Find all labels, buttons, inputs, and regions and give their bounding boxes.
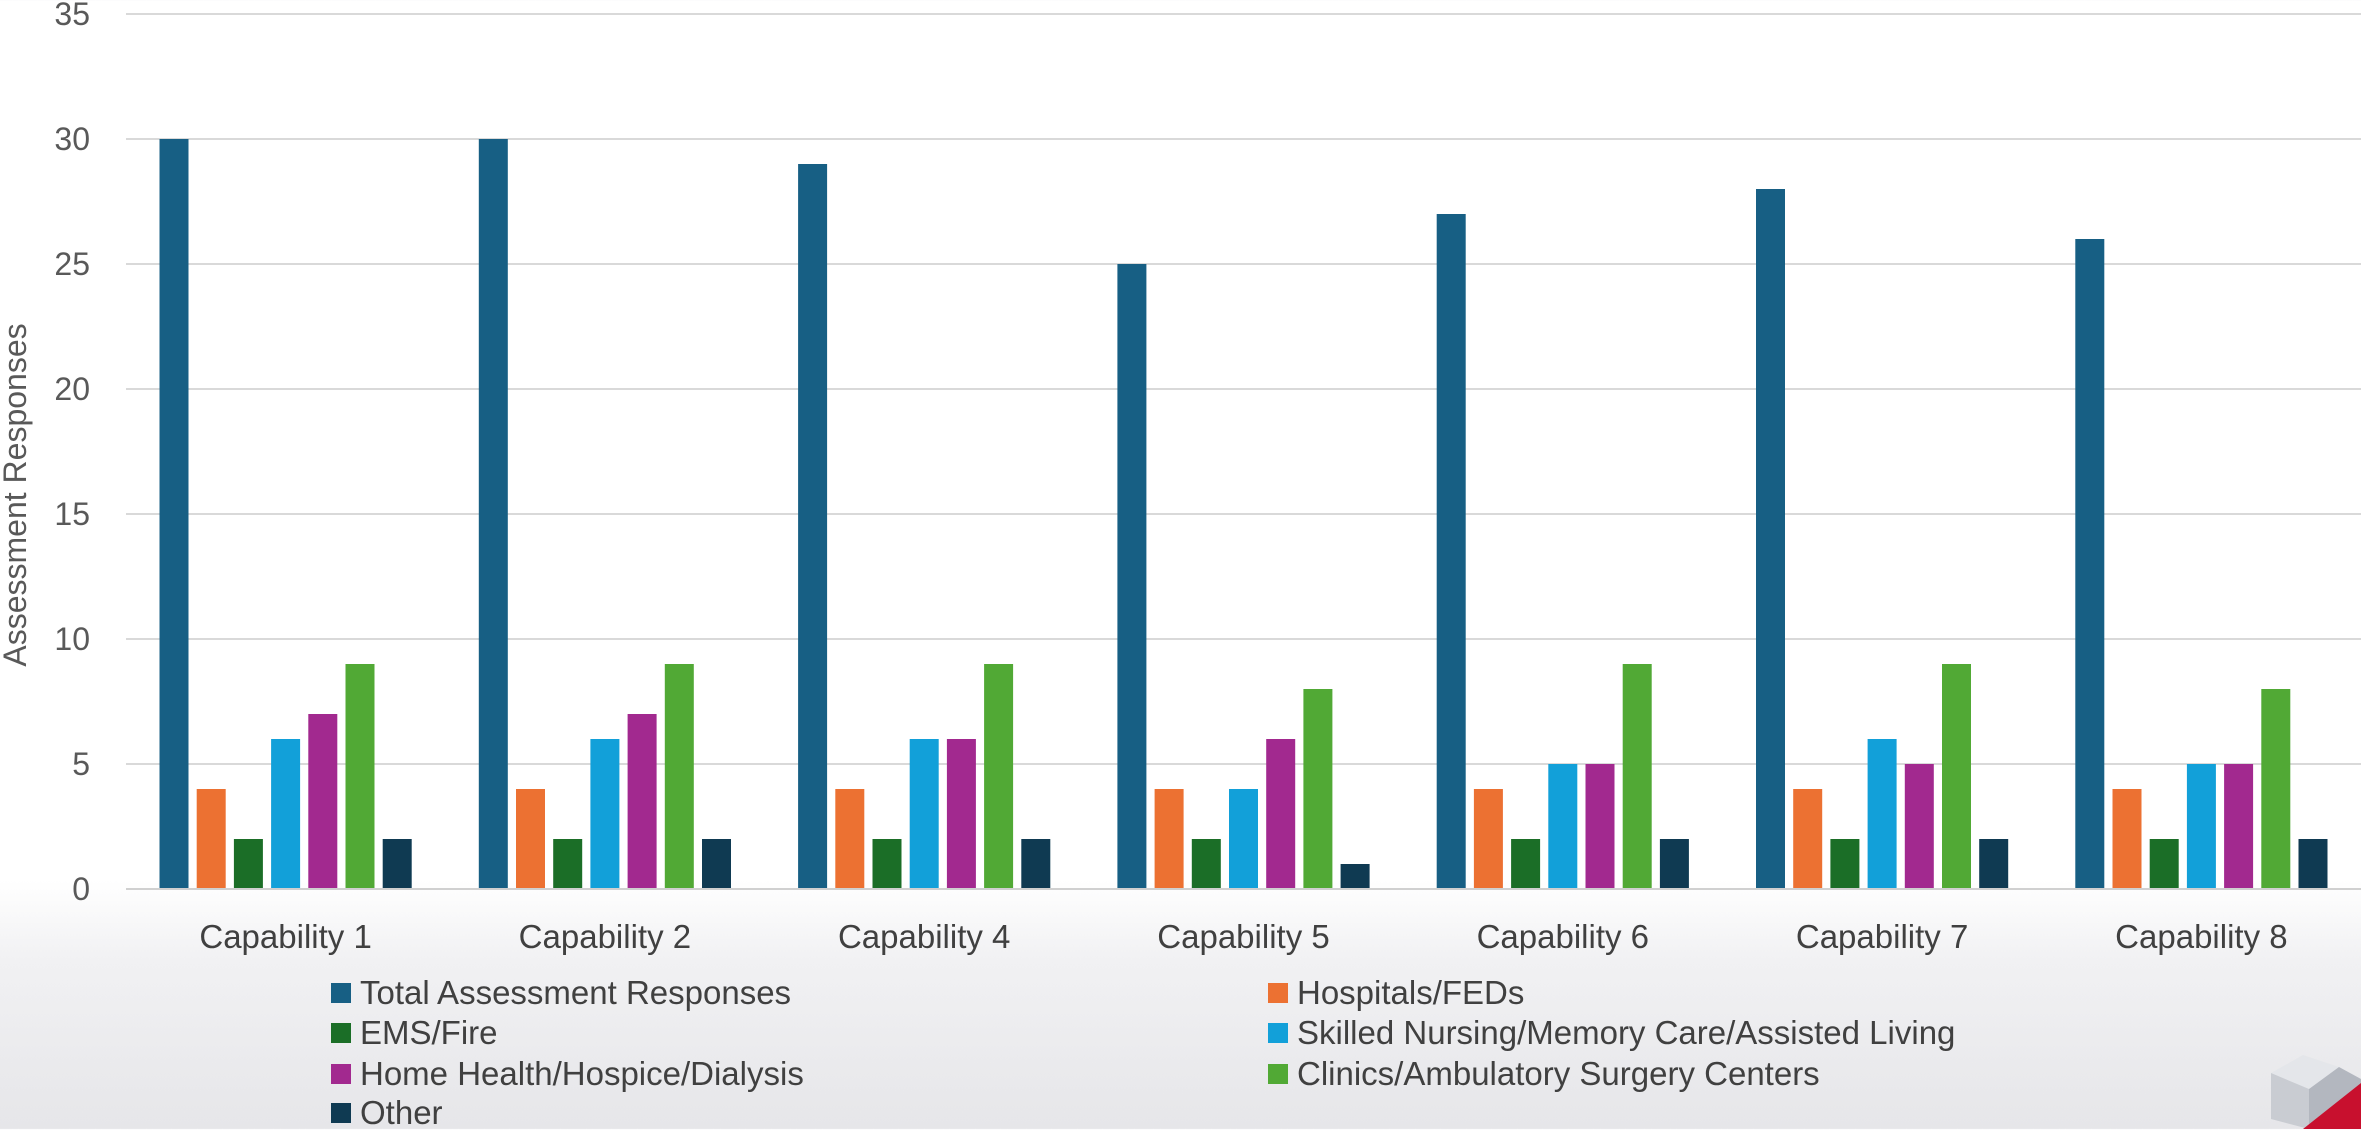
bar bbox=[196, 789, 226, 889]
bar bbox=[1867, 739, 1897, 889]
bar bbox=[2298, 839, 2328, 889]
gridlines bbox=[126, 13, 2361, 765]
y-tick-label: 10 bbox=[54, 621, 90, 657]
x-axis-categories: Capability 1 Capability 2 Capability 4 Capa… bbox=[199, 918, 2287, 955]
bar bbox=[1021, 839, 1051, 889]
bar bbox=[2075, 239, 2105, 889]
bar bbox=[1303, 689, 1333, 889]
bar bbox=[233, 839, 263, 889]
bar bbox=[1942, 664, 1971, 889]
bar bbox=[271, 739, 301, 889]
bar bbox=[1979, 839, 2009, 889]
bar bbox=[872, 839, 902, 889]
x-category-label: Capability 1 bbox=[199, 918, 371, 955]
bar bbox=[1622, 664, 1652, 889]
bar bbox=[798, 164, 828, 889]
bar bbox=[835, 789, 865, 889]
bar bbox=[946, 739, 976, 889]
y-tick-label: 35 bbox=[54, 0, 90, 32]
bar bbox=[590, 739, 620, 889]
y-tick-label: 25 bbox=[54, 246, 90, 282]
bar bbox=[2261, 689, 2291, 889]
bar bbox=[553, 839, 583, 889]
y-axis-ticks: 0 5 10 15 20 25 30 35 bbox=[54, 0, 90, 907]
bar bbox=[702, 839, 731, 889]
x-category-label: Capability 6 bbox=[1477, 918, 1649, 955]
bar bbox=[1436, 214, 1466, 889]
y-tick-label: 5 bbox=[72, 746, 90, 782]
y-axis-label: Assessment Responses bbox=[0, 323, 33, 666]
bar bbox=[478, 139, 508, 889]
bar bbox=[664, 664, 694, 889]
bar bbox=[1793, 789, 1823, 889]
x-category-label: Capability 5 bbox=[1157, 918, 1329, 955]
bar bbox=[345, 664, 375, 889]
bar bbox=[2186, 764, 2216, 889]
bar bbox=[1585, 764, 1615, 889]
y-tick-label: 20 bbox=[54, 371, 90, 407]
bar bbox=[1830, 839, 1860, 889]
bar bbox=[2149, 839, 2179, 889]
bar bbox=[1117, 264, 1147, 889]
y-tick-label: 15 bbox=[54, 496, 90, 532]
x-category-label: Capability 4 bbox=[838, 918, 1010, 955]
y-tick-label: 0 bbox=[72, 871, 90, 907]
bar bbox=[1756, 189, 1785, 889]
bar bbox=[2224, 764, 2254, 889]
bar bbox=[909, 739, 939, 889]
bar bbox=[1904, 764, 1934, 889]
bar bbox=[159, 139, 189, 889]
bar bbox=[984, 664, 1014, 889]
bar bbox=[382, 839, 412, 889]
x-category-label: Capability 2 bbox=[519, 918, 691, 955]
x-category-label: Capability 7 bbox=[1796, 918, 1968, 955]
bars bbox=[159, 139, 2328, 889]
bar bbox=[1229, 789, 1258, 889]
bar bbox=[1548, 764, 1578, 889]
bar bbox=[1340, 864, 1370, 889]
bar bbox=[1191, 839, 1221, 889]
bar bbox=[1473, 789, 1503, 889]
bar bbox=[516, 789, 545, 889]
bar bbox=[308, 714, 338, 889]
x-category-label: Capability 8 bbox=[2115, 918, 2287, 955]
bar bbox=[627, 714, 657, 889]
bar bbox=[1154, 789, 1184, 889]
bar bbox=[1511, 839, 1541, 889]
corner-logo-graphic bbox=[2271, 1055, 2361, 1129]
bar bbox=[1659, 839, 1689, 889]
bar bbox=[1266, 739, 1296, 889]
bar bbox=[2112, 789, 2142, 889]
y-tick-label: 30 bbox=[54, 121, 90, 157]
